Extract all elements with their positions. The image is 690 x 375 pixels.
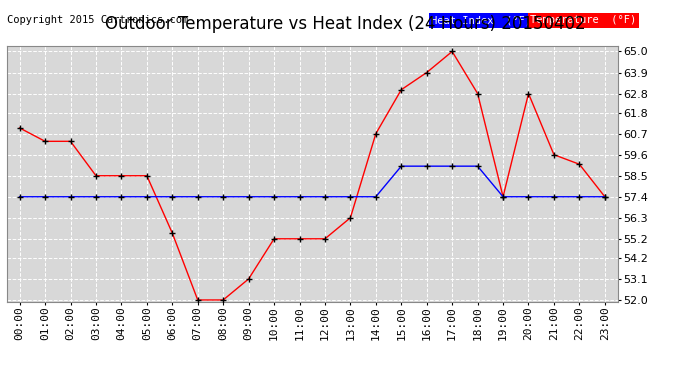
Text: Copyright 2015 Cartronics.com: Copyright 2015 Cartronics.com xyxy=(7,15,188,25)
Text: Outdoor Temperature vs Heat Index (24 Hours) 20150402: Outdoor Temperature vs Heat Index (24 Ho… xyxy=(105,15,585,33)
Text: Temperature  (°F): Temperature (°F) xyxy=(530,15,636,25)
Text: Heat Index  (°F): Heat Index (°F) xyxy=(431,15,531,25)
